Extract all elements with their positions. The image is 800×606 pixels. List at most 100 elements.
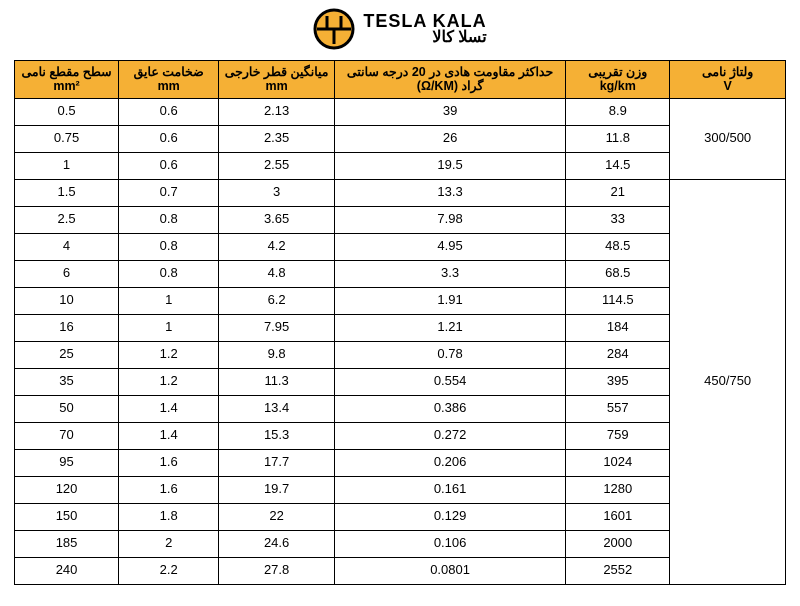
cell-res: 3.3 bbox=[334, 260, 565, 287]
table-body: 0.50.62.13398.9300/5000.750.62.352611.81… bbox=[15, 98, 786, 584]
cell-od: 2.35 bbox=[219, 125, 335, 152]
table-container: سطح مقطع نامیmm² ضخامت عایقmm میانگین قط… bbox=[0, 60, 800, 585]
table-row: 1.50.7313.321450/750 bbox=[15, 179, 786, 206]
col-header-resistance: حداکثر مقاومت هادی در 20 درجه سانتی گراد… bbox=[334, 61, 565, 99]
cell-cs: 95 bbox=[15, 449, 119, 476]
cell-res: 0.78 bbox=[334, 341, 565, 368]
cell-cs: 0.75 bbox=[15, 125, 119, 152]
cell-od: 22 bbox=[219, 503, 335, 530]
col-header-insulation: ضخامت عایقmm bbox=[119, 61, 219, 99]
cell-res: 0.161 bbox=[334, 476, 565, 503]
cell-cs: 240 bbox=[15, 557, 119, 584]
cell-cs: 10 bbox=[15, 287, 119, 314]
cell-cs: 4 bbox=[15, 233, 119, 260]
cell-ins: 1.2 bbox=[119, 341, 219, 368]
cell-res: 1.21 bbox=[334, 314, 565, 341]
cell-ins: 0.8 bbox=[119, 233, 219, 260]
cell-od: 3.65 bbox=[219, 206, 335, 233]
cell-od: 9.8 bbox=[219, 341, 335, 368]
cell-wt: 2000 bbox=[566, 530, 670, 557]
cell-wt: 48.5 bbox=[566, 233, 670, 260]
cell-cs: 25 bbox=[15, 341, 119, 368]
cell-voltage-450-750: 450/750 bbox=[670, 179, 786, 584]
logo-farsi: تسلا کالا bbox=[363, 30, 486, 46]
cell-wt: 759 bbox=[566, 422, 670, 449]
cell-wt: 1601 bbox=[566, 503, 670, 530]
cell-od: 17.7 bbox=[219, 449, 335, 476]
cell-res: 19.5 bbox=[334, 152, 565, 179]
cell-ins: 1.2 bbox=[119, 368, 219, 395]
cell-res: 0.206 bbox=[334, 449, 565, 476]
cell-od: 3 bbox=[219, 179, 335, 206]
cell-wt: 33 bbox=[566, 206, 670, 233]
logo-header: TESLA KALA تسلا کالا bbox=[0, 0, 800, 60]
cell-od: 6.2 bbox=[219, 287, 335, 314]
cell-od: 7.95 bbox=[219, 314, 335, 341]
cell-res: 0.0801 bbox=[334, 557, 565, 584]
cell-wt: 395 bbox=[566, 368, 670, 395]
cell-ins: 0.6 bbox=[119, 98, 219, 125]
cell-voltage-300-500: 300/500 bbox=[670, 98, 786, 179]
cell-wt: 1024 bbox=[566, 449, 670, 476]
cell-wt: 8.9 bbox=[566, 98, 670, 125]
cell-cs: 150 bbox=[15, 503, 119, 530]
cell-ins: 1.6 bbox=[119, 476, 219, 503]
cell-res: 7.98 bbox=[334, 206, 565, 233]
cell-ins: 1.4 bbox=[119, 395, 219, 422]
cell-od: 13.4 bbox=[219, 395, 335, 422]
cell-od: 24.6 bbox=[219, 530, 335, 557]
cell-od: 4.8 bbox=[219, 260, 335, 287]
cell-ins: 1.8 bbox=[119, 503, 219, 530]
cell-res: 0.554 bbox=[334, 368, 565, 395]
cell-od: 2.13 bbox=[219, 98, 335, 125]
cell-ins: 0.8 bbox=[119, 260, 219, 287]
cell-cs: 6 bbox=[15, 260, 119, 287]
col-header-voltage: ولتاژ نامیV bbox=[670, 61, 786, 99]
table-header-row: سطح مقطع نامیmm² ضخامت عایقmm میانگین قط… bbox=[15, 61, 786, 99]
cell-wt: 11.8 bbox=[566, 125, 670, 152]
cell-od: 11.3 bbox=[219, 368, 335, 395]
cell-wt: 557 bbox=[566, 395, 670, 422]
col-header-outer-diameter: میانگین قطر خارجیmm bbox=[219, 61, 335, 99]
cell-ins: 0.6 bbox=[119, 125, 219, 152]
tesla-kala-logo-icon bbox=[313, 8, 355, 50]
cell-cs: 35 bbox=[15, 368, 119, 395]
logo-english: TESLA KALA bbox=[363, 12, 486, 30]
cell-wt: 2552 bbox=[566, 557, 670, 584]
cell-ins: 2.2 bbox=[119, 557, 219, 584]
cell-cs: 1 bbox=[15, 152, 119, 179]
cell-wt: 284 bbox=[566, 341, 670, 368]
cell-res: 4.95 bbox=[334, 233, 565, 260]
cell-od: 2.55 bbox=[219, 152, 335, 179]
cable-spec-table: سطح مقطع نامیmm² ضخامت عایقmm میانگین قط… bbox=[14, 60, 786, 585]
cell-ins: 1.6 bbox=[119, 449, 219, 476]
cell-res: 39 bbox=[334, 98, 565, 125]
cell-od: 4.2 bbox=[219, 233, 335, 260]
cell-od: 27.8 bbox=[219, 557, 335, 584]
cell-cs: 2.5 bbox=[15, 206, 119, 233]
col-header-cross-section: سطح مقطع نامیmm² bbox=[15, 61, 119, 99]
cell-res: 0.386 bbox=[334, 395, 565, 422]
cell-wt: 68.5 bbox=[566, 260, 670, 287]
cell-ins: 2 bbox=[119, 530, 219, 557]
cell-od: 19.7 bbox=[219, 476, 335, 503]
cell-res: 0.272 bbox=[334, 422, 565, 449]
cell-wt: 184 bbox=[566, 314, 670, 341]
cell-cs: 120 bbox=[15, 476, 119, 503]
cell-cs: 185 bbox=[15, 530, 119, 557]
cell-cs: 70 bbox=[15, 422, 119, 449]
cell-od: 15.3 bbox=[219, 422, 335, 449]
cell-ins: 1.4 bbox=[119, 422, 219, 449]
cell-ins: 1 bbox=[119, 287, 219, 314]
cell-res: 13.3 bbox=[334, 179, 565, 206]
table-row: 0.50.62.13398.9300/500 bbox=[15, 98, 786, 125]
cell-ins: 0.7 bbox=[119, 179, 219, 206]
cell-ins: 0.6 bbox=[119, 152, 219, 179]
cell-res: 1.91 bbox=[334, 287, 565, 314]
cell-wt: 1280 bbox=[566, 476, 670, 503]
cell-cs: 16 bbox=[15, 314, 119, 341]
cell-ins: 0.8 bbox=[119, 206, 219, 233]
cell-ins: 1 bbox=[119, 314, 219, 341]
cell-cs: 1.5 bbox=[15, 179, 119, 206]
cell-res: 0.106 bbox=[334, 530, 565, 557]
